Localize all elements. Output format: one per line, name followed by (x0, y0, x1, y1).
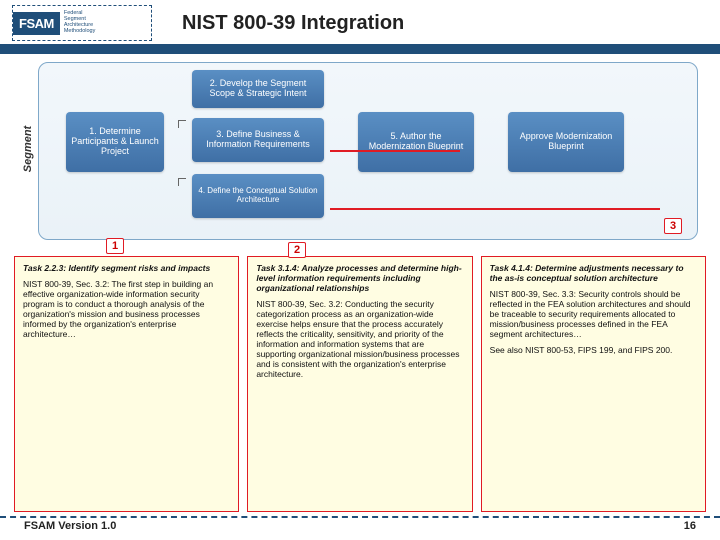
callouts-row: Task 2.2.3: Identify segment risks and i… (14, 256, 706, 512)
flow-box-2: 2. Develop the Segment Scope & Strategic… (192, 70, 324, 108)
callout-2: Task 3.1.4: Analyze processes and determ… (247, 256, 472, 512)
callout-body-2: See also NIST 800-53, FIPS 199, and FIPS… (490, 345, 697, 355)
fsam-logo: FSAM Federal Segment Architecture Method… (12, 5, 152, 41)
callout-body: NIST 800-39, Sec. 3.2: The first step in… (23, 279, 230, 339)
flow-box-5: 5. Author the Modernization Blueprint (358, 112, 474, 172)
page-title: NIST 800-39 Integration (152, 12, 708, 35)
arrow-line (330, 208, 660, 210)
logo-acronym: FSAM (13, 12, 60, 35)
callout-anchor-3: 3 (664, 218, 682, 234)
callout-task: Task 2.2.3: Identify segment risks and i… (23, 263, 210, 273)
flow-box-6: Approve Modernization Blueprint (508, 112, 624, 172)
segment-diagram: Segment 1. Determine Participants & Laun… (20, 60, 700, 250)
flow-box-3: 3. Define Business & Information Require… (192, 118, 324, 162)
flow-box-1: 1. Determine Participants & Launch Proje… (66, 112, 164, 172)
logo-line: Methodology (64, 29, 96, 35)
segment-axis-label: Segment (20, 60, 36, 238)
footer-version: FSAM Version 1.0 (24, 520, 116, 532)
flow-box-4: 4. Define the Conceptual Solution Archit… (192, 174, 324, 218)
callout-anchor-1: 1 (106, 238, 124, 254)
footer: FSAM Version 1.0 16 (0, 516, 720, 540)
header: FSAM Federal Segment Architecture Method… (0, 0, 720, 44)
logo-expansion: Federal Segment Architecture Methodology (64, 11, 96, 34)
callout-3: Task 4.1.4: Determine adjustments necess… (481, 256, 706, 512)
callout-task: Task 4.1.4: Determine adjustments necess… (490, 263, 684, 283)
header-bar (0, 44, 720, 54)
callout-task: Task 3.1.4: Analyze processes and determ… (256, 263, 461, 293)
connector-icon (178, 120, 186, 128)
page-number: 16 (684, 520, 696, 532)
arrow-line (330, 150, 460, 152)
callout-anchor-2: 2 (288, 242, 306, 258)
callout-1: Task 2.2.3: Identify segment risks and i… (14, 256, 239, 512)
callout-body: NIST 800-39, Sec. 3.2: Conducting the se… (256, 299, 463, 379)
callout-body: NIST 800-39, Sec. 3.3: Security controls… (490, 289, 697, 339)
connector-icon (178, 178, 186, 186)
